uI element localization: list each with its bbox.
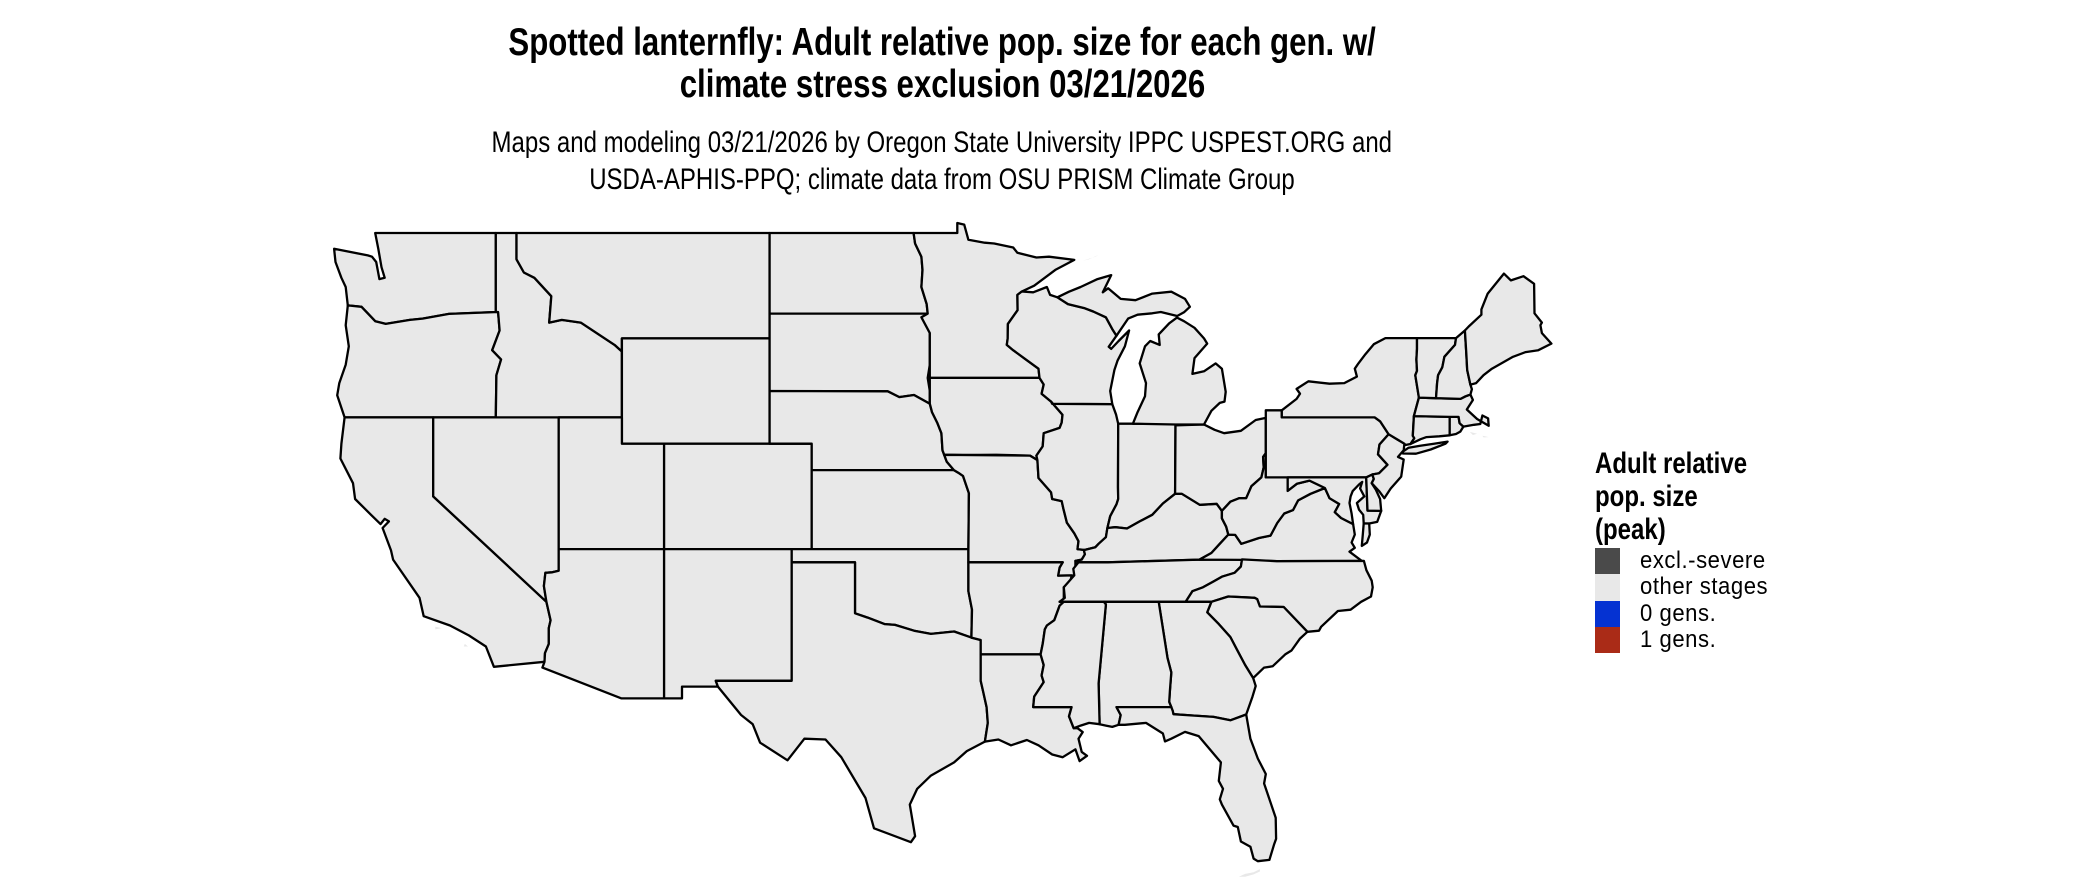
legend-item-label: other stages bbox=[1640, 573, 1769, 601]
figure-subtitle-line1: Maps and modeling 03/21/2026 by Oregon S… bbox=[491, 126, 1393, 159]
state-florida-keys bbox=[1238, 869, 1260, 877]
state-VA-shore bbox=[1360, 522, 1371, 548]
legend-swatch bbox=[1595, 626, 1620, 654]
legend-title: Adult relative pop. size (peak) bbox=[1595, 447, 1748, 546]
state-NY-long-island bbox=[1401, 440, 1449, 455]
state-AZ bbox=[541, 547, 666, 700]
state-WI bbox=[1005, 285, 1131, 406]
legend-swatch bbox=[1595, 548, 1620, 575]
state-channel-islands-2 bbox=[463, 643, 468, 647]
state-channel-islands-1 bbox=[435, 626, 442, 630]
state-MI bbox=[1131, 316, 1227, 426]
state-KS bbox=[810, 468, 971, 551]
state-CO bbox=[662, 442, 813, 551]
legend-item: excl.-severe bbox=[1595, 547, 1895, 575]
legend-item: 1 gens. bbox=[1595, 626, 1895, 654]
figure-title-line1: Spotted lanternfly: Adult relative pop. … bbox=[508, 21, 1376, 64]
legend-item-label: 1 gens. bbox=[1640, 626, 1717, 654]
state-MI-UP bbox=[1056, 273, 1192, 337]
state-MV-island bbox=[1469, 431, 1478, 435]
figure-subtitle-line2: USDA-APHIS-PPQ; climate data from OSU PR… bbox=[589, 163, 1295, 196]
map-legend: Adult relative pop. size (peak) excl.-se… bbox=[1595, 447, 1895, 654]
state-CT bbox=[1409, 414, 1451, 446]
state-FL bbox=[1115, 705, 1278, 863]
state-WY bbox=[620, 337, 771, 445]
legend-swatch bbox=[1595, 574, 1620, 601]
state-PA bbox=[1264, 409, 1390, 479]
state-ND bbox=[768, 231, 929, 315]
legend-items: excl.-severe other stages 0 gens. 1 gens. bbox=[1595, 547, 1895, 654]
legend-item-label: excl.-severe bbox=[1640, 547, 1766, 575]
state-NJ bbox=[1370, 433, 1406, 500]
state-ME bbox=[1463, 272, 1553, 386]
state-MS bbox=[1032, 600, 1108, 730]
state-OR bbox=[336, 304, 503, 419]
legend-item: other stages bbox=[1595, 573, 1895, 601]
legend-item: 0 gens. bbox=[1595, 599, 1895, 627]
state-NM bbox=[662, 547, 793, 700]
state-isle-royale bbox=[1082, 254, 1099, 261]
figure-title: Spotted lanternfly: Adult relative pop. … bbox=[342, 22, 1542, 106]
legend-swatch bbox=[1595, 600, 1620, 627]
legend-item-label: 0 gens. bbox=[1640, 599, 1717, 627]
state-TX bbox=[714, 561, 989, 844]
figure-title-line2: climate stress exclusion 03/21/2026 bbox=[679, 63, 1205, 106]
state-MD bbox=[1286, 476, 1383, 526]
figure-subtitle: Maps and modeling 03/21/2026 by Oregon S… bbox=[342, 124, 1542, 198]
state-nantucket-island bbox=[1482, 435, 1489, 438]
